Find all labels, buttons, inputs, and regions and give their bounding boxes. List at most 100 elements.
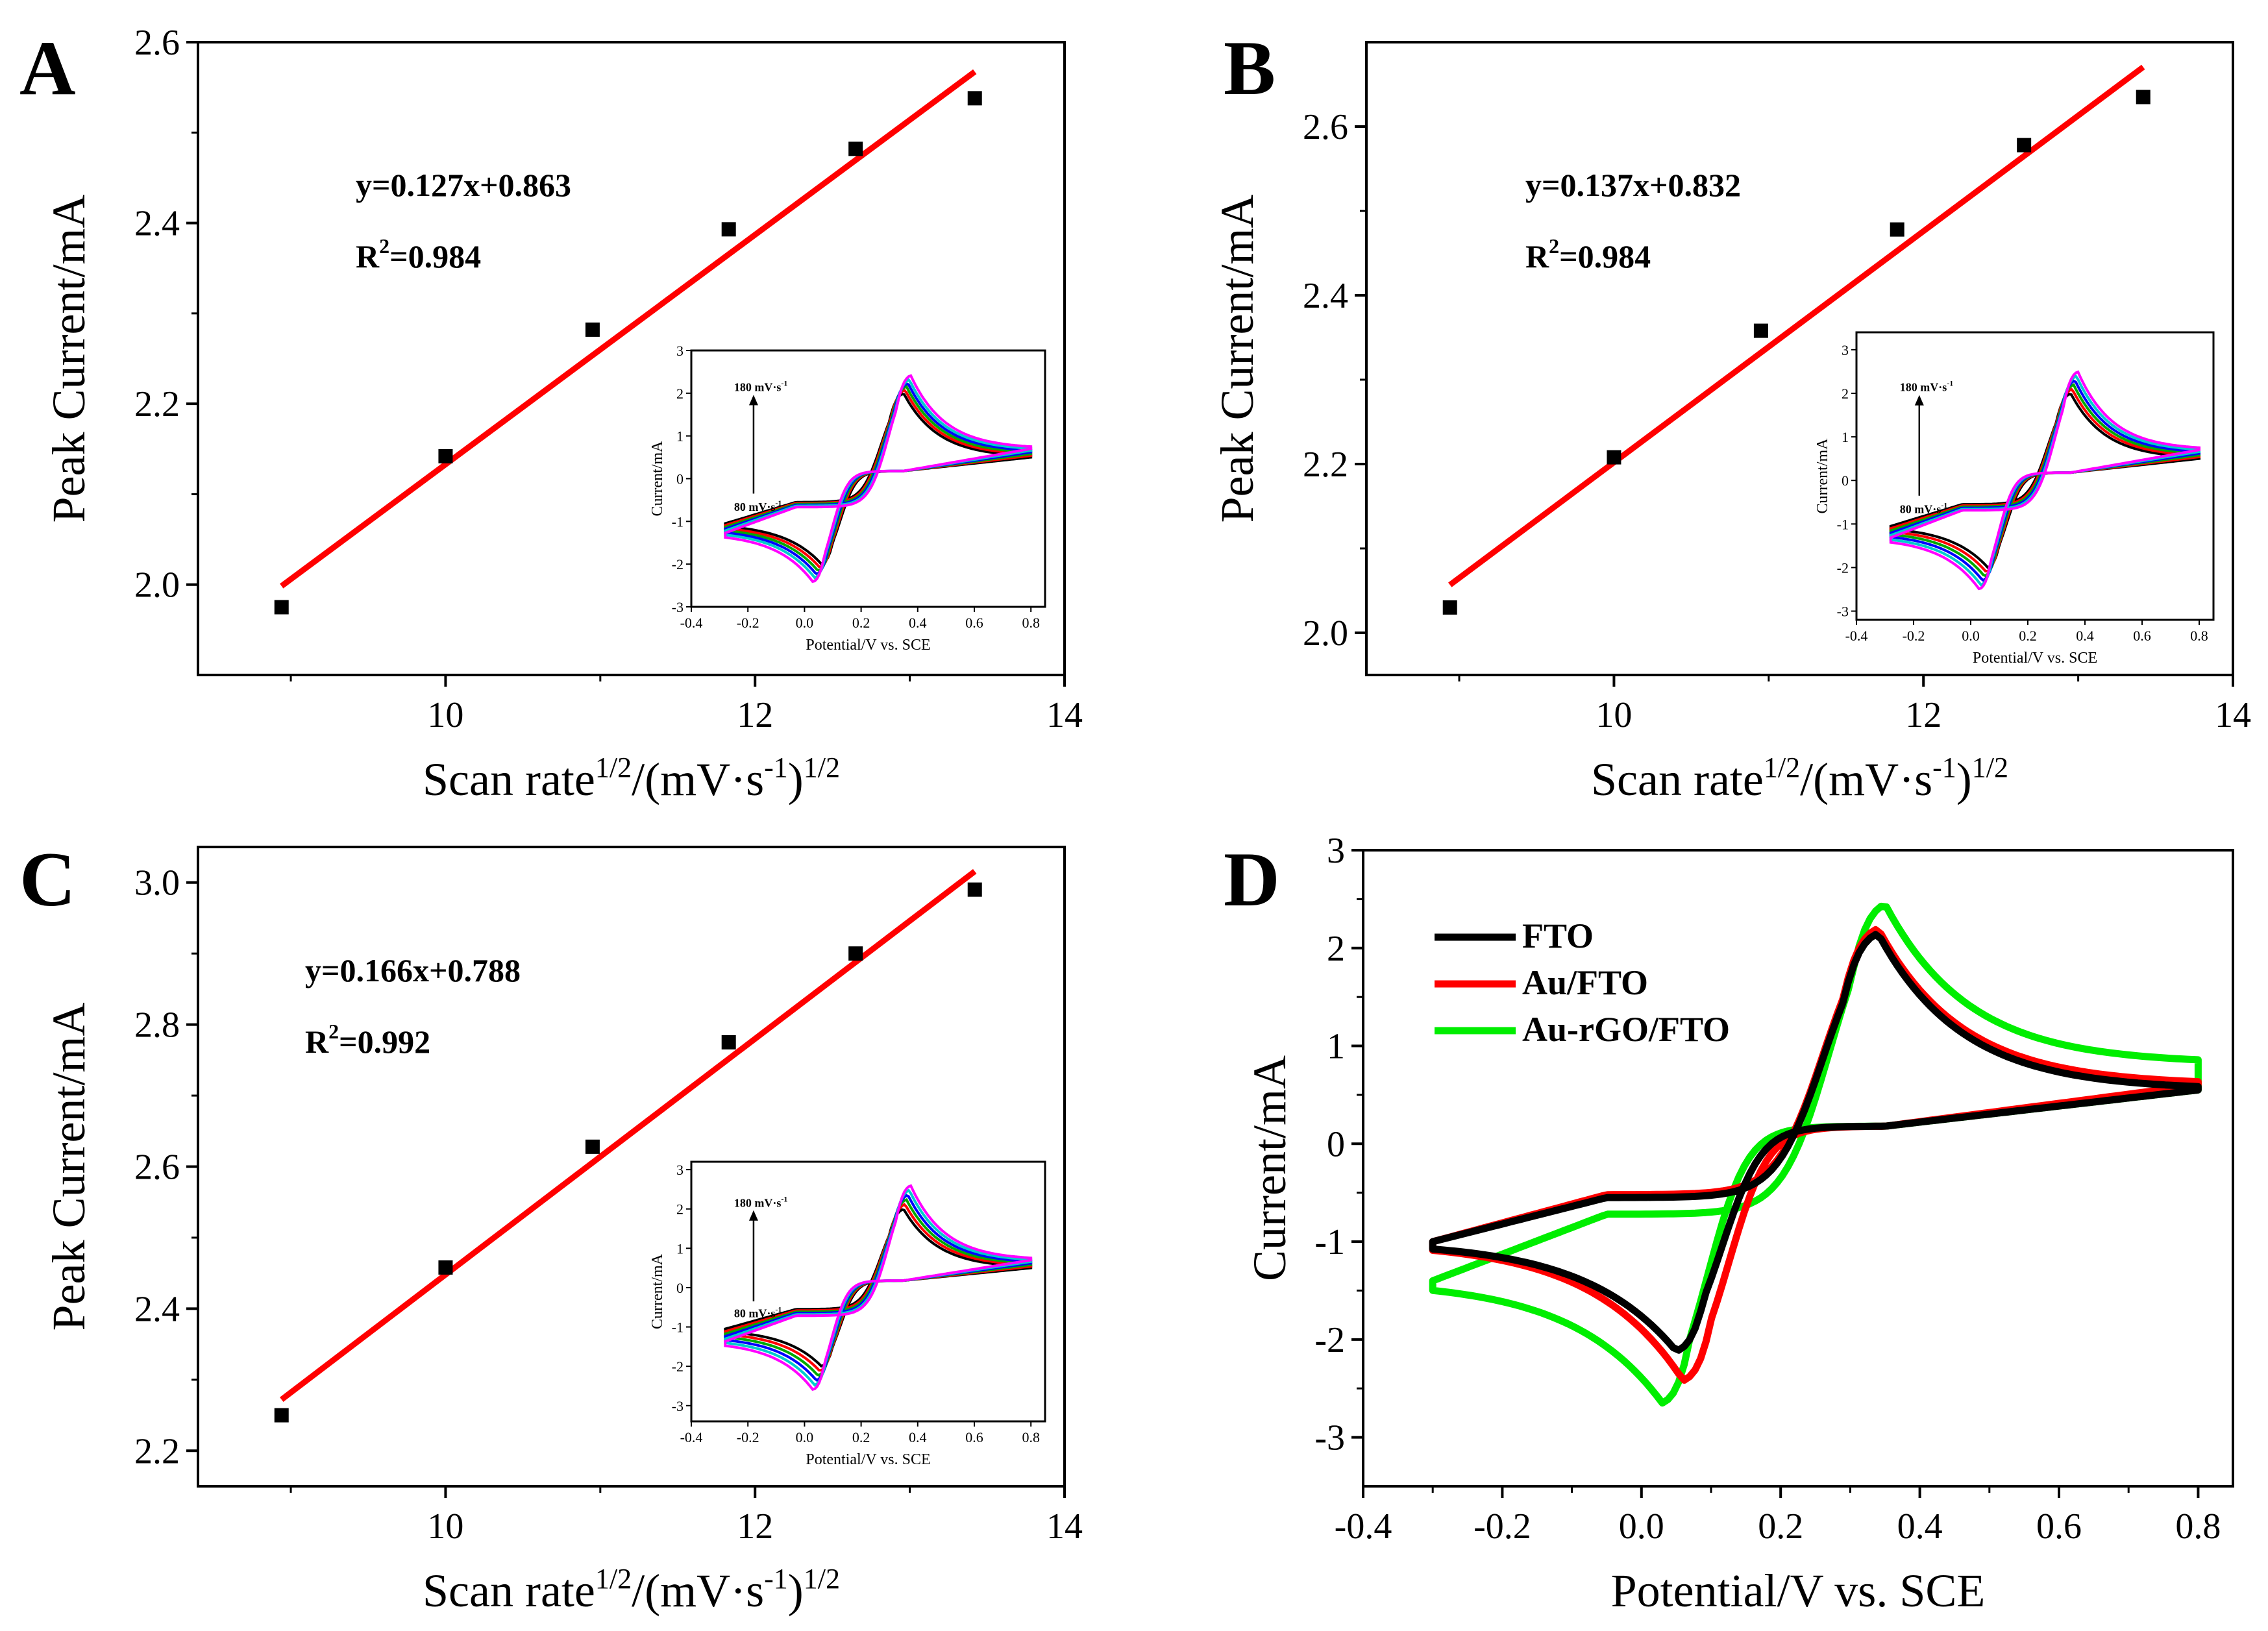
inset-x-tick-label: -0.4: [680, 1429, 703, 1445]
inset-x-axis-label: Potential/V vs. SCE: [1973, 650, 2097, 667]
data-point: [1442, 600, 1457, 615]
cv-curve-fto: [1429, 931, 2202, 1354]
y-tick-label: 2.8: [134, 1005, 180, 1046]
y-axis-label: Peak Current/mA: [1211, 195, 1263, 523]
y-tick-label: 0: [1327, 1124, 1345, 1164]
r-squared: R2=0.984: [356, 234, 481, 275]
inset-x-tick-label: 0.4: [909, 615, 927, 631]
panel-letter-c: C: [19, 836, 76, 922]
inset-top-annotation: 180 mV·s-1: [1900, 379, 1954, 394]
inset-y-axis-label: Current/mA: [649, 441, 666, 517]
y-tick-label: 2.4: [134, 1289, 180, 1329]
inset-y-tick-label: 1: [676, 1240, 684, 1257]
y-tick-label: 2.2: [1303, 445, 1348, 485]
x-tick-label: 10: [427, 1506, 463, 1547]
inset-x-tick-label: 0.4: [2076, 628, 2094, 644]
y-tick-label: -1: [1314, 1222, 1345, 1262]
fit-line: [280, 69, 977, 589]
inset-y-tick-label: -3: [672, 1398, 684, 1414]
data-point: [585, 1139, 600, 1154]
inset-y-tick-label: 1: [1842, 429, 1849, 445]
inset-arrow-head: [748, 395, 758, 406]
inset-x-tick-label: 0.2: [852, 615, 870, 631]
data-point: [1890, 222, 1904, 237]
data-point: [438, 448, 453, 463]
panel-letter-d: D: [1224, 836, 1280, 922]
panel-letter-a: A: [19, 25, 76, 111]
inset-y-tick-label: 0: [676, 1280, 684, 1296]
inset-arrow-head: [1914, 395, 1924, 406]
x-tick-label: 10: [1596, 695, 1632, 735]
plot-frame: [197, 41, 1066, 676]
y-tick-label: 1: [1327, 1027, 1345, 1067]
legend-label: Au/FTO: [1522, 963, 1648, 1002]
data-point: [1607, 450, 1621, 465]
data-point: [274, 1408, 289, 1423]
inset-y-tick-label: 0: [676, 471, 684, 487]
y-tick-label: -3: [1314, 1418, 1345, 1458]
data-point: [1753, 323, 1768, 338]
y-tick-label: 2.2: [134, 1431, 180, 1471]
inset-y-tick-label: 3: [1842, 342, 1849, 358]
data-point: [967, 91, 982, 106]
y-tick-label: 3: [1327, 831, 1345, 871]
data-point: [967, 882, 982, 897]
inset-x-axis-label: Potential/V vs. SCE: [806, 637, 930, 654]
y-tick-label: 2.2: [134, 384, 180, 424]
inset-y-tick-label: -3: [1837, 604, 1849, 620]
data-point: [2136, 90, 2151, 104]
inset-x-tick-label: 0.2: [2019, 628, 2037, 644]
inset-x-tick-label: -0.2: [737, 1429, 759, 1445]
data-point: [721, 222, 736, 237]
data-point: [848, 141, 863, 156]
legend-label: FTO: [1522, 916, 1594, 955]
y-tick-label: 2.0: [1303, 613, 1348, 654]
inset-x-tick-label: 0.8: [1022, 1429, 1040, 1445]
inset-y-axis-label: Current/mA: [649, 1253, 666, 1329]
inset-x-tick-label: 0.4: [909, 1429, 927, 1445]
inset-y-tick-label: -2: [672, 1358, 684, 1375]
x-tick-label: 12: [737, 1506, 773, 1547]
y-tick-label: 2.0: [134, 565, 180, 606]
data-point: [274, 600, 289, 615]
legend: FTO Au/FTO Au-rGO/FTO: [1435, 916, 1730, 1049]
y-tick-label: 2.6: [134, 1147, 180, 1188]
x-tick-label: 0.2: [1758, 1506, 1803, 1547]
x-tick-label: 0.4: [1897, 1506, 1943, 1547]
fit-equation: y=0.127x+0.863: [356, 167, 571, 203]
inset-y-tick-label: -2: [672, 556, 684, 572]
data-point: [438, 1260, 453, 1275]
inset-y-tick-label: -2: [1837, 559, 1849, 576]
inset-top-annotation: 180 mV·s-1: [734, 1195, 788, 1210]
y-tick-label: 2.4: [1303, 276, 1348, 316]
inset-x-tick-label: -0.2: [737, 615, 759, 631]
inset-y-tick-label: 3: [676, 343, 684, 359]
fit-equation: y=0.137x+0.832: [1525, 167, 1741, 203]
x-tick-label: 14: [1046, 695, 1083, 735]
inset-y-tick-label: -1: [672, 1319, 684, 1336]
y-tick-label: 3.0: [134, 863, 180, 903]
y-axis-label: Peak Current/mA: [43, 1003, 95, 1331]
plot-frame: [1365, 41, 2234, 676]
inset-y-tick-label: 2: [1842, 386, 1849, 402]
x-tick-label: 12: [737, 695, 773, 735]
x-tick-label: 14: [1046, 1506, 1083, 1547]
inset-y-tick-label: -1: [1837, 516, 1849, 532]
r-squared: R2=0.992: [305, 1020, 430, 1060]
inset-y-tick-label: 3: [676, 1162, 684, 1178]
inset-arrow-head: [748, 1210, 758, 1221]
x-tick-label: 0.8: [2175, 1506, 2221, 1547]
panel-letter-b: B: [1224, 25, 1276, 111]
legend-label: Au-rGO/FTO: [1522, 1010, 1730, 1049]
y-axis-label: Peak Current/mA: [43, 195, 95, 523]
inset-cv-plot: -0.4 -0.2 0.0 0.2 0.4 0.6 0.8 -3 -2 -1 0 1 2 3 Potenti…: [1814, 331, 2215, 667]
inset-bottom-annotation: 80 mV·s-1: [734, 498, 782, 513]
fit-equation: y=0.166x+0.788: [305, 952, 521, 988]
inset-cv-curve: [1889, 370, 2200, 591]
fit-line: [1448, 64, 2145, 587]
inset-y-tick-label: 0: [1842, 472, 1849, 489]
inset-bottom-annotation: 80 mV·s-1: [1900, 501, 1948, 516]
